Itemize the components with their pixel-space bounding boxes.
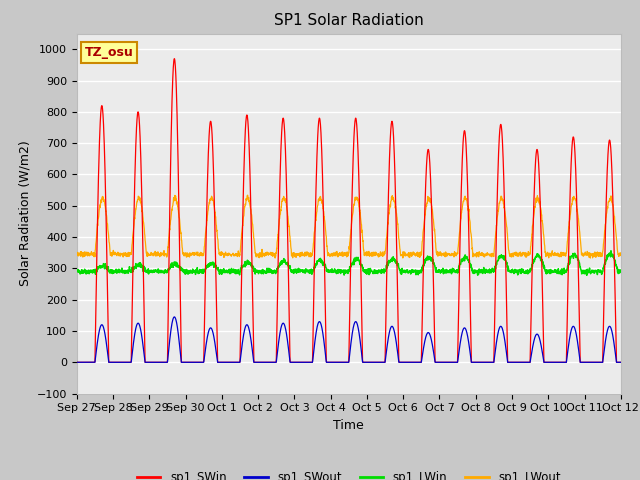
Title: SP1 Solar Radiation: SP1 Solar Radiation bbox=[274, 13, 424, 28]
Legend: sp1_SWin, sp1_SWout, sp1_LWin, sp1_LWout: sp1_SWin, sp1_SWout, sp1_LWin, sp1_LWout bbox=[132, 466, 566, 480]
Y-axis label: Solar Radiation (W/m2): Solar Radiation (W/m2) bbox=[18, 141, 31, 287]
Text: TZ_osu: TZ_osu bbox=[85, 46, 134, 59]
X-axis label: Time: Time bbox=[333, 419, 364, 432]
